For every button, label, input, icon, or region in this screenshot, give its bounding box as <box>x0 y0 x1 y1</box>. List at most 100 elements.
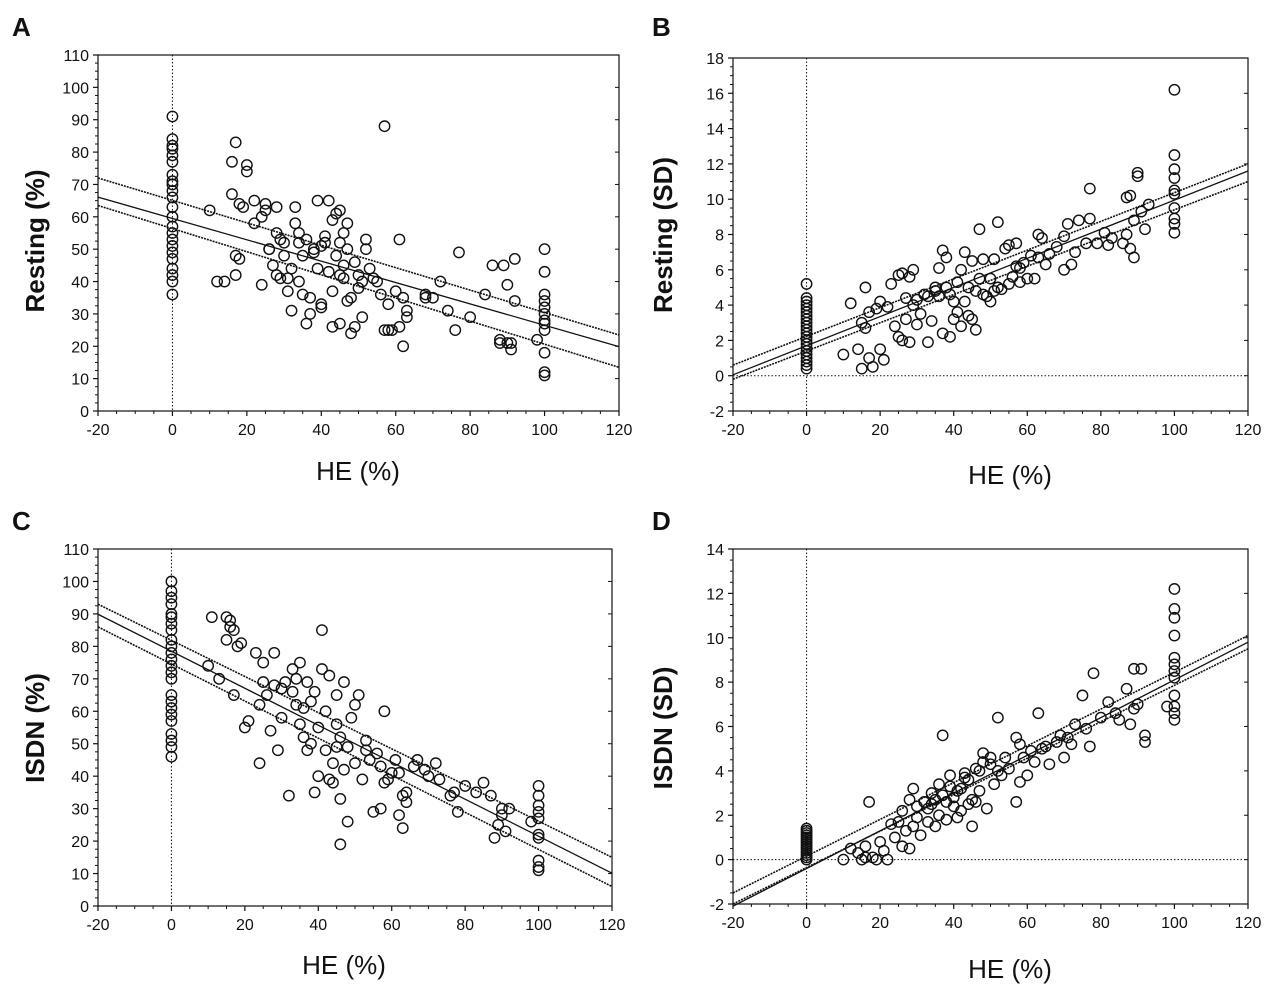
panel-a-data-point <box>501 278 514 291</box>
panel-d-data-point <box>1017 751 1030 764</box>
panel-d-data-point <box>892 816 905 828</box>
panel-a-data-point <box>229 269 242 281</box>
panel-a-data-point <box>538 366 551 379</box>
panel-a-ylabel: Resting (%) <box>20 170 50 313</box>
panel-c-data-point <box>378 705 391 718</box>
panel-d-xtick-label: 80 <box>1092 915 1110 932</box>
panel-c-data-point <box>495 809 508 822</box>
panel-a-data-point <box>341 243 354 256</box>
panel-b-data-point <box>1135 205 1148 218</box>
panel-c-data-point <box>495 802 508 815</box>
panel-a-data-point <box>374 288 387 301</box>
panel-b-data-point <box>944 330 956 343</box>
panel-c-data-point <box>224 620 237 633</box>
panel-c-data-point <box>275 682 288 695</box>
panel-d-xtick-label: 40 <box>945 915 963 932</box>
panel-b-data-point <box>984 295 997 308</box>
panel-b-data-point <box>933 262 945 274</box>
panel-d-label: D <box>652 506 671 536</box>
panel-c-ytick-label: 10 <box>71 867 89 884</box>
panel-b-xtick-label: 120 <box>1235 422 1262 439</box>
panel-d-data-point <box>1028 756 1041 768</box>
panel-c-data-point <box>264 724 277 737</box>
panel-d-xtick-label: 100 <box>1161 915 1188 932</box>
panel-c-xtick-label: 0 <box>167 917 176 934</box>
panel-d-data-point <box>1168 713 1181 726</box>
panel-a-data-point <box>501 337 514 349</box>
panel-a-data-point <box>289 201 302 214</box>
panel-c-data-point <box>433 773 446 786</box>
panel-c-ytick-label: 60 <box>71 704 89 721</box>
panel-c-data-point <box>227 689 240 701</box>
panel-b-data-point <box>1002 278 1015 290</box>
panel-a-data-point <box>382 324 395 336</box>
panel-b-data-point <box>1128 251 1140 264</box>
panel-d-data-point <box>896 804 909 817</box>
panel-b-data-point <box>962 281 975 294</box>
panel-a-data-point <box>319 236 331 249</box>
panel-c-data-point <box>378 776 391 789</box>
panel-d-data-point <box>1168 658 1181 671</box>
panel-b-data-point <box>955 320 967 333</box>
panel-a-data-point <box>348 320 361 333</box>
panel-c-data-point <box>249 646 262 659</box>
panel-d-data-point <box>1135 662 1148 675</box>
panel-a-ci-upper <box>97 177 620 336</box>
panel-a-data-point <box>240 159 253 171</box>
panel-d-data-point <box>966 820 979 833</box>
panel-d-data-point <box>1050 736 1063 748</box>
panel-d-data-point <box>903 842 916 855</box>
panel-a-data-point <box>505 343 517 356</box>
panel-c-data-point <box>308 685 321 698</box>
panel-d-ytick-label: 0 <box>715 853 724 870</box>
panel-b-data-point <box>1065 258 1078 271</box>
panel-d-data-point <box>863 796 876 808</box>
panel-c-data-point <box>253 698 266 711</box>
panel-c-data-point <box>297 731 310 744</box>
panel-a-data-point <box>226 155 238 168</box>
panel-a-data-point <box>419 288 432 301</box>
panel-c-data-point <box>165 666 178 679</box>
panel-c-data-point <box>301 676 314 688</box>
panel-b-ytick-label: 18 <box>706 51 724 68</box>
panel-c-data-point <box>418 763 431 776</box>
panel-b-data-point <box>936 327 949 340</box>
panel-b-data-point <box>1032 251 1045 264</box>
panel-c-data-point <box>327 776 339 789</box>
panel-a-data-point <box>166 262 179 275</box>
panel-d-data-point <box>1083 740 1096 753</box>
panel-a-data-point <box>240 165 253 178</box>
panel-b-data-point <box>844 297 857 310</box>
panel-b-ytick-label: 14 <box>706 122 724 139</box>
panel-c-data-point <box>393 809 405 822</box>
panel-d-data-point <box>999 751 1012 764</box>
panel-a-data-point <box>538 243 551 256</box>
panel-d-data-point <box>973 784 986 797</box>
panel-c-xtick-label: 80 <box>456 917 474 934</box>
panel-d: D ISDN (SD) HE (%) -20 0 20 40 60 80 100 120-20… <box>648 506 1261 984</box>
panel-c-data-point <box>451 805 464 818</box>
panel-d-ytick-label: -2 <box>710 897 724 914</box>
panel-a-ytick-label: 70 <box>71 177 89 194</box>
panel-a-data-point <box>386 324 398 336</box>
panel-c-data-point <box>477 776 490 789</box>
panel-a-data-point <box>166 142 179 155</box>
panel-d-data-point <box>929 820 942 833</box>
panel-c-data-point <box>334 793 347 805</box>
panel-a-ytick-label: 20 <box>71 339 89 356</box>
panel-d-data-point <box>1014 738 1026 751</box>
panel-c-data-point <box>286 685 299 698</box>
panel-a-xtick-label: -20 <box>86 422 109 439</box>
panel-c-data-point <box>525 815 538 828</box>
panel-b-data-point <box>999 242 1012 255</box>
panel-d-ylabel: ISDN (SD) <box>648 667 678 790</box>
panel-c-data-point <box>503 802 516 815</box>
panel-c-data-point <box>165 750 178 763</box>
panel-b-ytick-label: 4 <box>715 298 724 315</box>
panel-a-xtick-label: 40 <box>312 422 330 439</box>
panel-b-data-point <box>1168 83 1181 96</box>
panel-a-label: A <box>12 12 31 42</box>
panel-b-data-point <box>866 360 879 373</box>
panel-c-ytick-label: 110 <box>63 542 89 559</box>
panel-a-data-point <box>166 149 179 162</box>
